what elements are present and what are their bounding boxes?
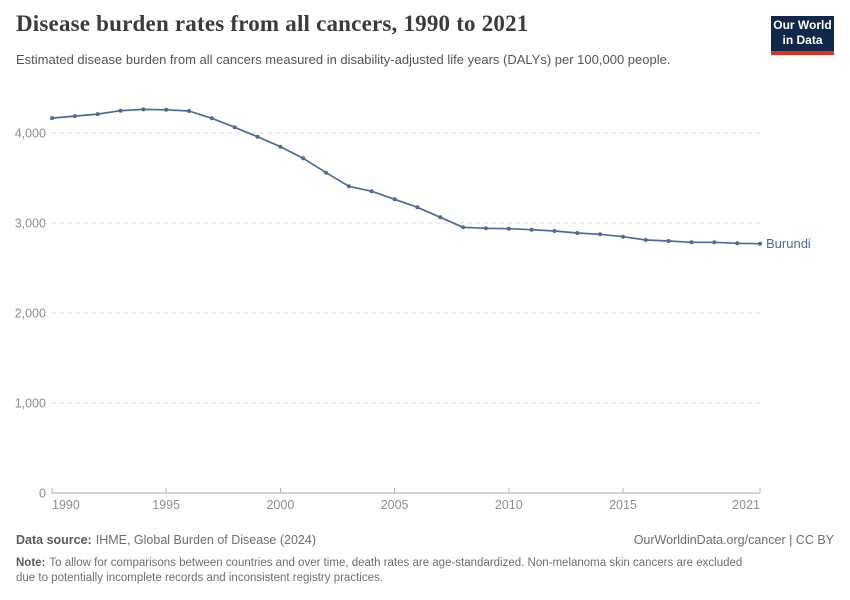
data-point[interactable] (164, 107, 169, 112)
owid-logo-line1: Our World (773, 18, 832, 32)
x-tick-label: 1995 (152, 498, 180, 512)
data-point[interactable] (438, 215, 443, 220)
data-point[interactable] (187, 109, 191, 113)
data-point[interactable] (95, 112, 100, 117)
y-tick-label: 4,000 (15, 127, 46, 141)
footer-note-text: To allow for comparisons between countri… (16, 557, 743, 584)
y-tick-label: 1,000 (15, 397, 46, 411)
data-point[interactable] (324, 170, 329, 175)
data-source-value: IHME, Global Burden of Disease (2024) (95, 533, 316, 547)
footer-note-label: Note: (16, 557, 46, 569)
line-chart[interactable]: 0 1,000 2,000 3,000 4,000 1990 1995 2000 2005 201… (0, 95, 850, 530)
owid-logo[interactable]: Our World in Data (771, 16, 834, 55)
data-source-label: Data source: (16, 533, 92, 547)
x-tick-label: 2010 (495, 498, 523, 512)
x-tick-label: 2021 (732, 498, 760, 512)
data-point[interactable] (278, 144, 283, 149)
data-point[interactable] (118, 108, 123, 113)
data-point[interactable] (506, 226, 511, 231)
data-point[interactable] (209, 116, 214, 121)
license-link[interactable]: OurWorldinData.org/cancer | CC BY (633, 533, 834, 547)
series-line[interactable] (51, 108, 761, 245)
x-tick-label: 2015 (609, 498, 637, 512)
footer-note: Note: To allow for comparisons between co… (16, 556, 764, 586)
data-point[interactable] (50, 116, 54, 121)
data-point[interactable] (72, 114, 77, 119)
data-point[interactable] (369, 189, 374, 194)
data-point[interactable] (461, 225, 466, 230)
data-point[interactable] (392, 197, 397, 202)
data-point[interactable] (552, 229, 557, 233)
x-tick-label: 1990 (52, 498, 80, 512)
x-tick-label: 2005 (381, 498, 409, 512)
chart-subtitle: Estimated disease burden from all cancer… (16, 52, 671, 67)
data-point[interactable] (735, 241, 740, 246)
page-title: Disease burden rates from all cancers, 1… (16, 11, 529, 36)
data-point[interactable] (666, 239, 671, 243)
data-point[interactable] (758, 241, 762, 246)
data-point[interactable] (621, 234, 625, 239)
data-source: Data source: IHME, Global Burden of Disea… (16, 533, 316, 547)
data-point[interactable] (712, 240, 717, 245)
data-point[interactable] (483, 226, 488, 231)
x-tick-label: 2000 (266, 498, 294, 512)
series-label[interactable]: Burundi (766, 236, 811, 251)
y-tick-label: 0 (39, 487, 46, 501)
data-point[interactable] (575, 231, 580, 235)
data-point[interactable] (255, 134, 260, 139)
data-point[interactable] (415, 205, 420, 210)
y-tick-label: 2,000 (15, 307, 46, 321)
footer-sources-row: Data source: IHME, Global Burden of Disea… (16, 533, 834, 547)
data-point[interactable] (643, 238, 648, 242)
data-point[interactable] (598, 232, 603, 237)
owid-logo-line2: in Data (782, 33, 823, 47)
data-point[interactable] (529, 227, 534, 232)
data-point[interactable] (141, 107, 146, 112)
data-point[interactable] (346, 184, 351, 189)
data-point[interactable] (301, 156, 306, 161)
data-point[interactable] (232, 125, 237, 130)
y-tick-label: 3,000 (15, 217, 46, 231)
data-point[interactable] (689, 240, 694, 245)
